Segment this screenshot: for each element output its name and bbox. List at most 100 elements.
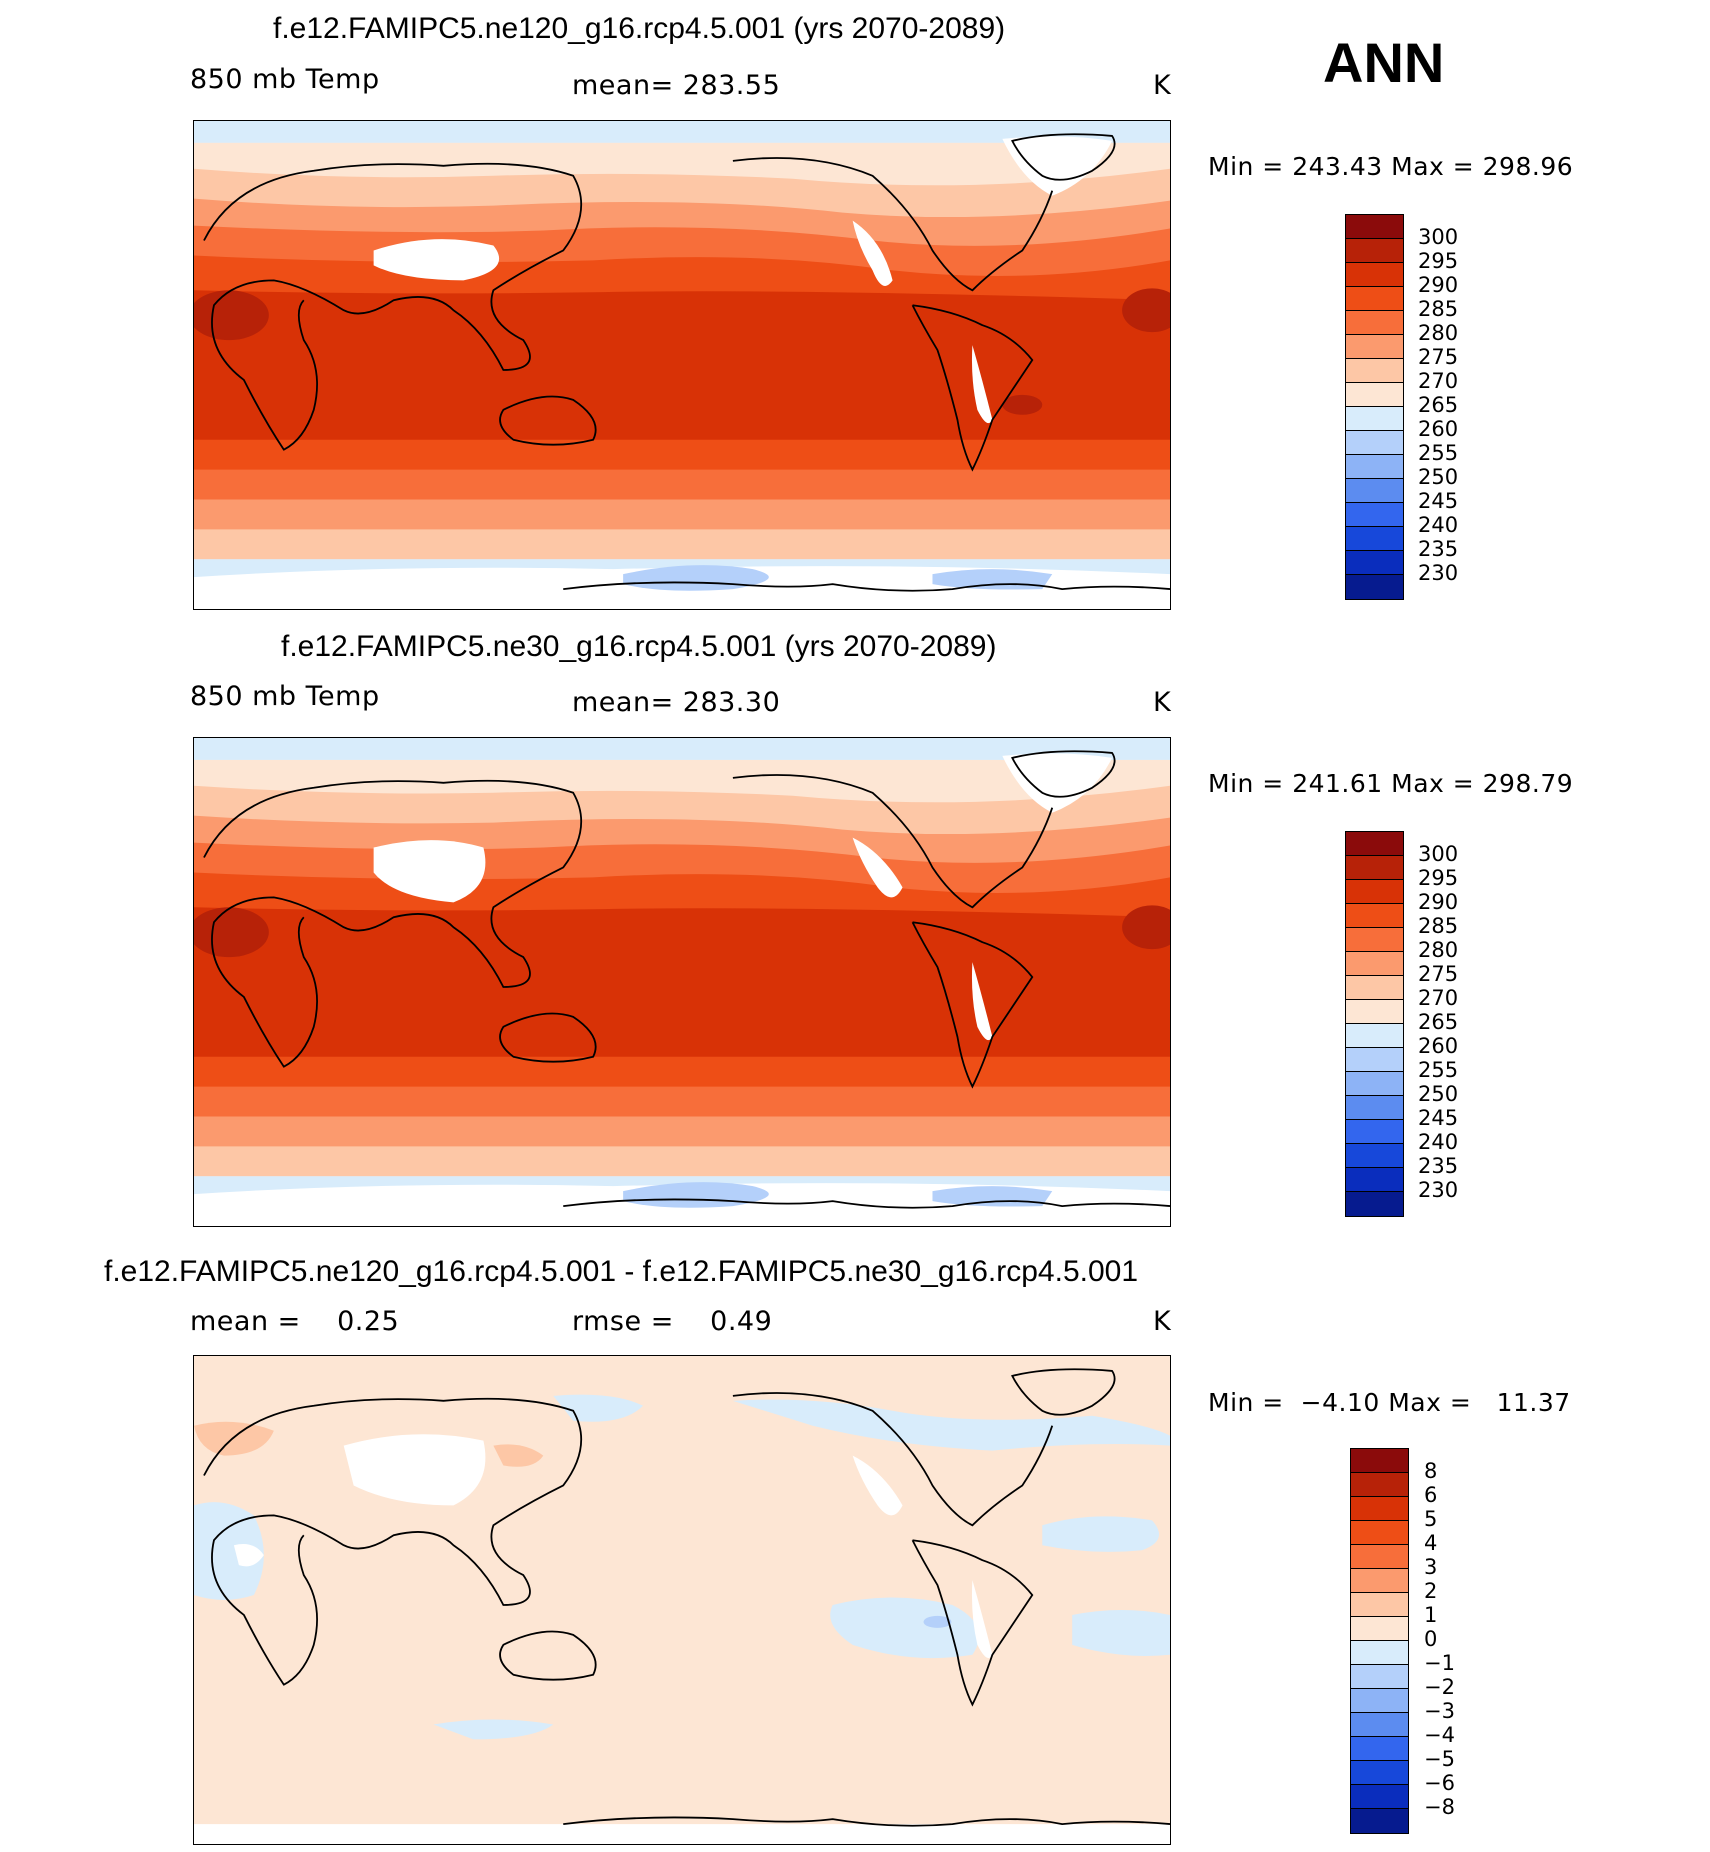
colorbar-tick-label: 230 (1418, 561, 1459, 585)
colorbar-box (1346, 1048, 1403, 1072)
colorbar-box (1346, 1144, 1403, 1168)
season-label: ANN (1323, 31, 1445, 94)
colorbar-tick-label: 235 (1418, 537, 1459, 561)
colorbar-box (1346, 431, 1403, 455)
colorbar-box (1351, 1617, 1408, 1641)
colorbar-tick-label: 2 (1424, 1579, 1438, 1603)
colorbar-tick-label: 300 (1418, 842, 1459, 866)
panel2-minmax: Min = 241.61 Max = 298.79 (1208, 769, 1574, 798)
panel3-map (193, 1355, 1171, 1845)
colorbar-tick-label: 300 (1418, 225, 1459, 249)
colorbar-box (1351, 1473, 1408, 1497)
colorbar-box (1346, 335, 1403, 359)
colorbar-tick-label: 230 (1418, 1178, 1459, 1202)
colorbar-tick-label: 250 (1418, 1082, 1459, 1106)
colorbar-box (1346, 551, 1403, 575)
panel3-title: f.e12.FAMIPC5.ne120_g16.rcp4.5.001 - f.e… (104, 1255, 1139, 1288)
colorbar-box (1351, 1545, 1408, 1569)
colorbar-tick-label: −4 (1424, 1723, 1455, 1747)
panel3-mean: mean = 0.25 (190, 1306, 400, 1337)
colorbar-tick-label: 275 (1418, 962, 1459, 986)
panel1-variable: 850 mb Temp (190, 64, 380, 95)
colorbar-tick-label: 290 (1418, 273, 1459, 297)
colorbar-box (1346, 928, 1403, 952)
colorbar-box (1346, 832, 1403, 856)
colorbar-tick-label: 295 (1418, 249, 1459, 273)
colorbar-tick-label: 255 (1418, 1058, 1459, 1082)
colorbar-box (1346, 407, 1403, 431)
colorbar-tick-label: −2 (1424, 1675, 1455, 1699)
panel3-colorbar (1350, 1448, 1409, 1834)
colorbar-box (1346, 311, 1403, 335)
colorbar-box (1346, 479, 1403, 503)
colorbar-box (1346, 1120, 1403, 1144)
panel1-colorbar (1345, 214, 1404, 600)
colorbar-tick-label: 285 (1418, 297, 1459, 321)
panel3-map-svg (194, 1356, 1170, 1844)
panel3-rmse: rmse = 0.49 (572, 1306, 773, 1337)
colorbar-box (1351, 1449, 1408, 1473)
colorbar-box (1351, 1689, 1408, 1713)
panel1-minmax: Min = 243.43 Max = 298.96 (1208, 152, 1574, 181)
colorbar-tick-label: −5 (1424, 1747, 1455, 1771)
panel2-colorbar (1345, 831, 1404, 1217)
colorbar-tick-label: 3 (1424, 1555, 1438, 1579)
panel2-mean: mean= 283.30 (572, 687, 781, 718)
colorbar-tick-label: 285 (1418, 914, 1459, 938)
colorbar-tick-label: 255 (1418, 441, 1459, 465)
colorbar-box (1346, 1168, 1403, 1192)
colorbar-tick-label: 245 (1418, 1106, 1459, 1130)
colorbar-box (1351, 1497, 1408, 1521)
colorbar-tick-label: 270 (1418, 986, 1459, 1010)
colorbar-tick-label: 280 (1418, 321, 1459, 345)
colorbar-tick-label: 265 (1418, 393, 1459, 417)
panel1-map-svg (194, 121, 1170, 609)
colorbar-box (1346, 215, 1403, 239)
colorbar-tick-label: 290 (1418, 890, 1459, 914)
colorbar-tick-label: 5 (1424, 1507, 1438, 1531)
colorbar-box (1346, 1096, 1403, 1120)
colorbar-box (1346, 952, 1403, 976)
colorbar-box (1351, 1569, 1408, 1593)
colorbar-box (1351, 1665, 1408, 1689)
colorbar-box (1351, 1785, 1408, 1809)
colorbar-tick-label: 0 (1424, 1627, 1438, 1651)
colorbar-tick-label: 6 (1424, 1483, 1438, 1507)
colorbar-box (1346, 575, 1403, 599)
colorbar-tick-label: 260 (1418, 417, 1459, 441)
panel2-units: K (1153, 687, 1172, 718)
colorbar-box (1346, 503, 1403, 527)
colorbar-box (1351, 1641, 1408, 1665)
panel2-map-svg (194, 738, 1170, 1226)
colorbar-box (1346, 455, 1403, 479)
panel1-mean: mean= 283.55 (572, 70, 781, 101)
colorbar-box (1351, 1521, 1408, 1545)
colorbar-box (1346, 383, 1403, 407)
colorbar-box (1346, 359, 1403, 383)
colorbar-tick-label: −6 (1424, 1771, 1455, 1795)
panel2-variable: 850 mb Temp (190, 681, 380, 712)
colorbar-box (1346, 856, 1403, 880)
colorbar-tick-label: 280 (1418, 938, 1459, 962)
colorbar-box (1346, 263, 1403, 287)
colorbar-box (1346, 239, 1403, 263)
colorbar-tick-label: 250 (1418, 465, 1459, 489)
colorbar-box (1351, 1809, 1408, 1833)
colorbar-box (1351, 1761, 1408, 1785)
colorbar-tick-label: 8 (1424, 1459, 1438, 1483)
colorbar-box (1346, 1000, 1403, 1024)
colorbar-box (1346, 1192, 1403, 1216)
panel1-title: f.e12.FAMIPC5.ne120_g16.rcp4.5.001 (yrs … (273, 12, 1006, 45)
panel3-units: K (1153, 1306, 1172, 1337)
colorbar-box (1346, 904, 1403, 928)
colorbar-tick-label: 1 (1424, 1603, 1438, 1627)
colorbar-box (1346, 976, 1403, 1000)
colorbar-tick-label: 4 (1424, 1531, 1438, 1555)
panel3-minmax: Min = −4.10 Max = 11.37 (1208, 1388, 1571, 1417)
colorbar-tick-label: 295 (1418, 866, 1459, 890)
colorbar-box (1351, 1593, 1408, 1617)
colorbar-tick-label: 240 (1418, 513, 1459, 537)
colorbar-box (1346, 880, 1403, 904)
panel1-units: K (1153, 70, 1172, 101)
panel2-title: f.e12.FAMIPC5.ne30_g16.rcp4.5.001 (yrs 2… (281, 630, 997, 663)
